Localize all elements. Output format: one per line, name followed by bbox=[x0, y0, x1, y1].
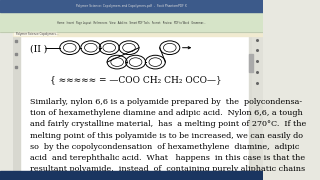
Text: Polymer Science: Copolymers and Copolymers.pdf  -  Foxit PhantomPDF X: Polymer Science: Copolymers and Copolyme… bbox=[76, 4, 187, 8]
Text: melting point of this polyamide is to be increased, we can easily do: melting point of this polyamide is to be… bbox=[30, 132, 303, 140]
Bar bbox=[13, 36, 20, 171]
Text: tion of hexamethylene diamine and adipic acid.  Nylon 6,6, a tough: tion of hexamethylene diamine and adipic… bbox=[30, 109, 303, 117]
Text: Home   Insert   Page Layout   References   View   Add-ins   Smart PDF Tools   Fo: Home Insert Page Layout References View … bbox=[57, 21, 206, 25]
Text: (II ): (II ) bbox=[30, 44, 48, 53]
Bar bbox=[0, 12, 263, 32]
Text: resultant polyamide,  instead  of  containing purely aliphatic chains: resultant polyamide, instead of containi… bbox=[30, 165, 305, 173]
Text: so  by the copolycondensation  of hexamethylene  diamine,  adipic: so by the copolycondensation of hexameth… bbox=[30, 143, 300, 151]
Text: Similarly, nylon 6,6 is a polyamide prepared by  the  polycondensa-: Similarly, nylon 6,6 is a polyamide prep… bbox=[30, 98, 302, 106]
Bar bbox=[14, 32, 57, 36]
Text: and fairly crystalline material,  has  a melting point of 270°C.  If the: and fairly crystalline material, has a m… bbox=[30, 120, 307, 128]
Bar bbox=[249, 54, 253, 72]
Text: acid  and terephthalic acid.  What   happens  in this case is that the: acid and terephthalic acid. What happens… bbox=[30, 154, 305, 162]
Bar bbox=[252, 36, 263, 171]
Bar bbox=[0, 171, 263, 180]
Bar bbox=[0, 0, 263, 12]
Bar bbox=[13, 32, 253, 171]
Text: Polymer Science Copolymers...: Polymer Science Copolymers... bbox=[16, 32, 59, 36]
Bar bbox=[249, 36, 253, 171]
Text: { ≈≈≈≈≈ = —COO CH₂ CH₂ OCO—}: { ≈≈≈≈≈ = —COO CH₂ CH₂ OCO—} bbox=[50, 76, 222, 85]
Bar bbox=[13, 32, 276, 36]
